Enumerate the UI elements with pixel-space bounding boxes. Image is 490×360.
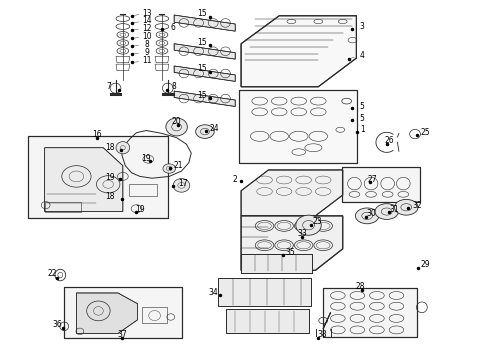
- Polygon shape: [45, 148, 123, 212]
- Polygon shape: [174, 44, 235, 59]
- Text: 37: 37: [117, 330, 127, 339]
- Text: 10: 10: [143, 32, 152, 41]
- Text: 19: 19: [135, 205, 145, 214]
- Ellipse shape: [296, 215, 321, 235]
- Text: 15: 15: [197, 9, 207, 18]
- Polygon shape: [241, 170, 343, 216]
- Text: 16: 16: [93, 130, 102, 139]
- Bar: [143, 307, 167, 323]
- Text: 3: 3: [360, 22, 365, 31]
- Bar: [342, 167, 420, 202]
- Bar: [323, 288, 417, 337]
- Polygon shape: [174, 91, 235, 107]
- Polygon shape: [241, 216, 343, 270]
- Ellipse shape: [173, 179, 190, 192]
- Polygon shape: [174, 15, 235, 31]
- Text: 17: 17: [179, 179, 188, 188]
- Text: 36: 36: [52, 320, 62, 329]
- Text: 5: 5: [360, 102, 365, 111]
- Text: 35: 35: [285, 248, 295, 257]
- Bar: [64, 287, 182, 338]
- Text: 9: 9: [145, 48, 150, 57]
- Bar: [239, 90, 357, 163]
- Text: 24: 24: [210, 124, 220, 133]
- Text: 18: 18: [105, 192, 115, 201]
- Bar: [64, 287, 182, 338]
- Ellipse shape: [394, 199, 418, 215]
- Text: 21: 21: [174, 161, 183, 170]
- Bar: [27, 136, 168, 218]
- Text: 18: 18: [105, 143, 115, 152]
- Text: 4: 4: [360, 51, 365, 60]
- Text: 34: 34: [209, 288, 219, 297]
- Text: 19: 19: [142, 154, 151, 163]
- Text: 19: 19: [105, 173, 115, 182]
- Text: 38: 38: [318, 330, 327, 339]
- Text: 32: 32: [412, 201, 422, 210]
- Polygon shape: [226, 309, 310, 333]
- Ellipse shape: [163, 164, 175, 173]
- Bar: [27, 136, 168, 218]
- Text: 28: 28: [356, 282, 365, 291]
- Text: 13: 13: [143, 9, 152, 18]
- Ellipse shape: [116, 141, 130, 154]
- Ellipse shape: [375, 204, 398, 220]
- Bar: [342, 167, 420, 202]
- Text: 22: 22: [48, 269, 57, 278]
- Text: 33: 33: [298, 229, 308, 238]
- Text: 15: 15: [197, 91, 207, 100]
- Text: 8: 8: [172, 82, 176, 91]
- Polygon shape: [241, 253, 313, 273]
- Text: 20: 20: [172, 117, 181, 126]
- Bar: [129, 184, 157, 196]
- Text: 1: 1: [360, 125, 365, 134]
- Bar: [323, 288, 417, 337]
- Text: 8: 8: [145, 40, 149, 49]
- Polygon shape: [241, 16, 356, 87]
- Text: 26: 26: [385, 136, 394, 145]
- Polygon shape: [218, 278, 311, 306]
- Text: 6: 6: [171, 23, 175, 32]
- Text: 31: 31: [390, 205, 399, 214]
- Text: 15: 15: [197, 64, 207, 73]
- Text: 7: 7: [107, 82, 112, 91]
- Ellipse shape: [355, 208, 379, 224]
- Text: 30: 30: [366, 209, 376, 218]
- Text: 23: 23: [313, 217, 322, 226]
- Text: 15: 15: [197, 38, 207, 47]
- Text: 27: 27: [367, 175, 377, 184]
- Text: 11: 11: [143, 57, 152, 66]
- Text: 12: 12: [143, 24, 152, 33]
- Text: 14: 14: [143, 16, 152, 25]
- Text: 29: 29: [421, 260, 431, 269]
- Ellipse shape: [166, 118, 187, 136]
- Ellipse shape: [196, 125, 214, 138]
- Polygon shape: [76, 293, 138, 333]
- Bar: [239, 90, 357, 163]
- Text: 25: 25: [421, 128, 431, 137]
- Text: 5: 5: [360, 114, 365, 123]
- Text: 2: 2: [233, 175, 238, 184]
- Polygon shape: [174, 66, 235, 81]
